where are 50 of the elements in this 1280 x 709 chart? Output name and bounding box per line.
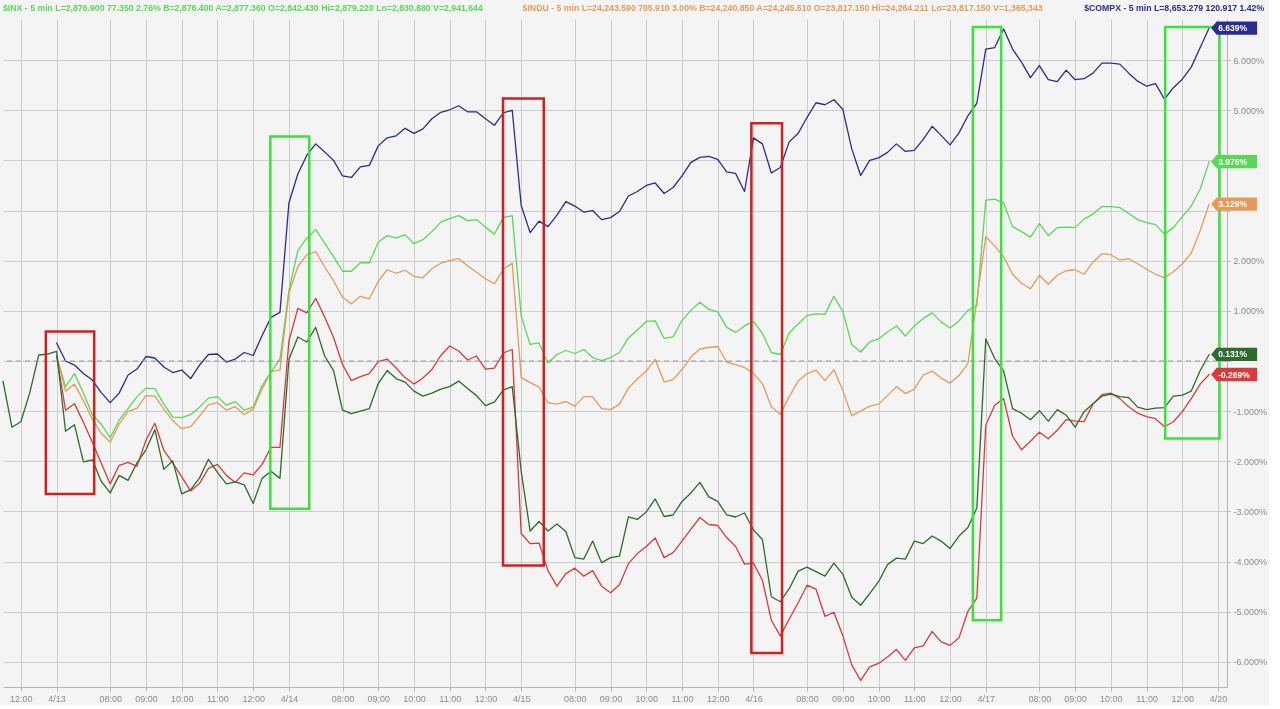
text: $INX - 5 min L=2,876.900 77.350 2.76% B=2,876.400 A=2,877.360 O=2,842.430 Hi=2,879.220 Lo=2,830.880 V=2,941,644 [3, 3, 483, 13]
x-tick-label: 12:00 [939, 693, 962, 704]
x-tick-label: 09:00 [135, 693, 158, 704]
text: $INDU - 5 min L=24,243.590 705.910 3.00% B=24,240.850 A=24,245.510 O=23,817.150 Hi=24,264.211 Lo=23,817.150 V=1,365,343 [522, 3, 1043, 13]
x-tick-label: 4/17 [977, 693, 996, 704]
x-tick-label: 12:00 [706, 693, 730, 704]
x-tick-label: 12:00 [10, 693, 33, 704]
y-tick-label: 2.000% [1233, 256, 1265, 267]
y-tick-label: -6.000% [1233, 657, 1268, 668]
x-tick-label: 4/20 [1209, 693, 1228, 704]
x-tick-label: 4/13 [48, 693, 66, 704]
y-tick-label: -3.000% [1233, 506, 1268, 517]
x-tick-label: 4/15 [512, 693, 531, 704]
x-tick-label: 10:00 [635, 693, 659, 704]
x-tick-label: 12:00 [1171, 693, 1195, 704]
y-tick-label: 1.000% [1233, 306, 1265, 317]
data-label: 3.129% [1218, 199, 1248, 210]
x-tick-label: 09:00 [1064, 693, 1087, 704]
x-tick-label: 08:00 [796, 693, 819, 704]
x-tick-label: 09:00 [832, 693, 855, 704]
x-tick-label: 11:00 [439, 693, 462, 704]
x-tick-label: 10:00 [170, 693, 194, 704]
x-tick-label: 08:00 [99, 693, 122, 704]
x-tick-label: 11:00 [671, 693, 694, 704]
y-tick-label: -1.000% [1233, 406, 1268, 417]
x-tick-label: 11:00 [1136, 693, 1159, 704]
y-tick-label: 5.000% [1233, 105, 1265, 116]
x-tick-label: 4/16 [745, 693, 763, 704]
x-tick-label: 10:00 [867, 693, 891, 704]
y-tick-label: 6.000% [1233, 55, 1265, 66]
x-tick-label: 08:00 [1028, 693, 1052, 704]
x-tick-label: 10:00 [1100, 693, 1123, 704]
x-tick-label: 09:00 [599, 693, 623, 704]
data-label: 3.976% [1218, 156, 1248, 167]
x-tick-label: 11:00 [206, 693, 229, 704]
y-tick-label: -4.000% [1233, 557, 1268, 568]
data-label: -0.269% [1218, 369, 1251, 380]
x-tick-label: 11:00 [903, 693, 926, 704]
y-tick-label: -2.000% [1233, 456, 1268, 467]
x-tick-label: 09:00 [367, 693, 391, 704]
x-tick-label: 10:00 [403, 693, 426, 704]
x-tick-label: 4/14 [280, 693, 299, 704]
x-tick-label: 08:00 [564, 693, 587, 704]
data-label: 0.131% [1218, 349, 1248, 360]
data-label: 6.639% [1218, 23, 1248, 34]
text: $COMPX - 5 min L=8,653.279 120.917 1.42% [1084, 3, 1265, 13]
x-tick-label: 08:00 [331, 693, 355, 704]
y-tick-label: -5.000% [1233, 607, 1268, 618]
x-tick-label: 12:00 [242, 693, 265, 704]
x-tick-label: 12:00 [474, 693, 498, 704]
